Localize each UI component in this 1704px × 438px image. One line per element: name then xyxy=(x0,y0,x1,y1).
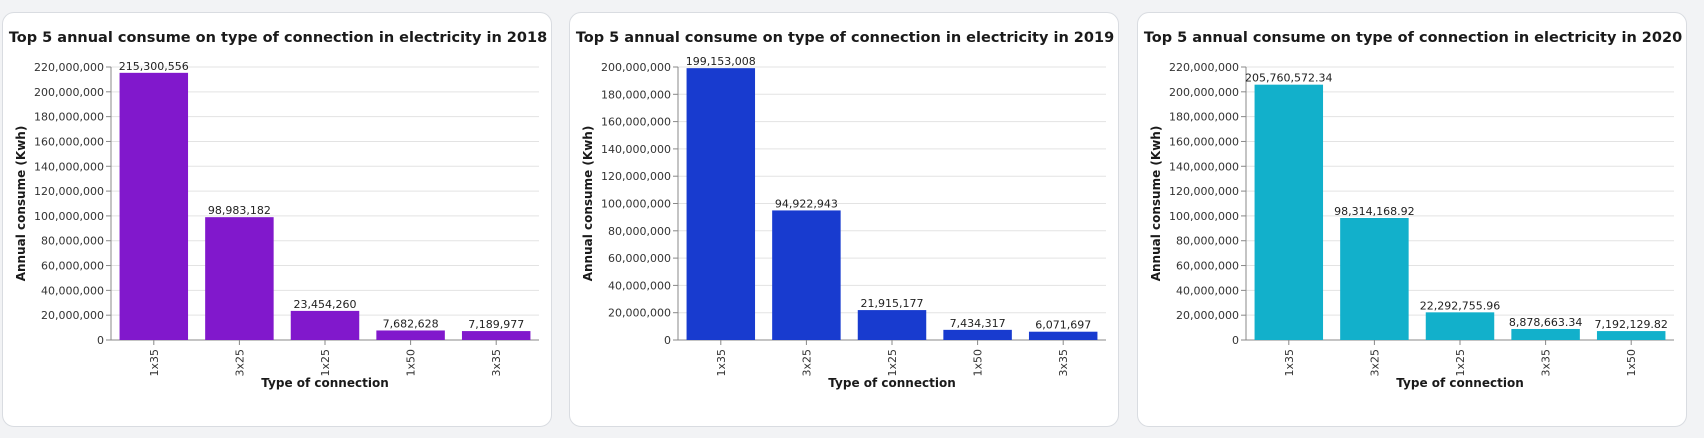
y-tick-label: 220,000,000 xyxy=(1169,61,1239,74)
bar-chart: Top 5 annual consume on type of connecti… xyxy=(9,30,547,390)
x-tick-label: 3x25 xyxy=(1368,349,1381,377)
y-tick-label: 140,000,000 xyxy=(34,160,104,173)
bar-chart: Top 5 annual consume on type of connecti… xyxy=(1144,30,1682,390)
bar xyxy=(205,217,274,340)
y-axis-title: Annual consume (Kwh) xyxy=(581,126,595,282)
data-label: 7,682,628 xyxy=(383,317,439,330)
bar-chart: Top 5 annual consume on type of connecti… xyxy=(576,30,1114,390)
data-label: 6,071,697 xyxy=(1035,319,1091,332)
bar xyxy=(1254,84,1324,341)
y-tick-label: 80,000,000 xyxy=(41,235,104,248)
data-label: 7,192,129.82 xyxy=(1594,318,1667,331)
y-tick-label: 0 xyxy=(97,334,104,347)
y-tick-label: 20,000,000 xyxy=(41,309,104,322)
y-tick-label: 100,000,000 xyxy=(34,210,104,223)
y-tick-label: 100,000,000 xyxy=(1169,210,1239,223)
y-tick-label: 140,000,000 xyxy=(601,143,671,156)
y-tick-label: 180,000,000 xyxy=(34,111,104,124)
chart-card-2018: Top 5 annual consume on type of connecti… xyxy=(2,12,552,427)
y-tick-label: 120,000,000 xyxy=(601,170,671,183)
bar xyxy=(461,331,531,340)
data-label: 7,189,977 xyxy=(468,318,524,331)
x-axis-title: Type of connection xyxy=(828,376,955,390)
y-tick-label: 180,000,000 xyxy=(1169,111,1239,124)
y-tick-label: 40,000,000 xyxy=(41,284,104,297)
y-tick-label: 160,000,000 xyxy=(601,116,671,129)
bar xyxy=(1511,328,1580,340)
x-tick-label: 1x35 xyxy=(715,349,728,377)
y-tick-label: 100,000,000 xyxy=(601,198,671,211)
y-tick-label: 40,000,000 xyxy=(608,279,671,292)
x-tick-label: 3x35 xyxy=(1540,349,1553,377)
y-tick-label: 20,000,000 xyxy=(1176,309,1239,322)
y-axis-title: Annual consume (Kwh) xyxy=(14,126,28,282)
bar xyxy=(857,310,927,340)
bar xyxy=(1028,331,1098,340)
chart-card-2019: Top 5 annual consume on type of connecti… xyxy=(569,12,1119,427)
x-tick-label: 1x35 xyxy=(148,349,161,377)
data-label: 22,292,755.96 xyxy=(1420,299,1500,312)
y-tick-label: 180,000,000 xyxy=(601,88,671,101)
y-tick-label: 0 xyxy=(1232,334,1239,347)
bar xyxy=(943,329,1012,340)
x-tick-label: 1x25 xyxy=(319,349,332,377)
y-tick-label: 80,000,000 xyxy=(608,225,671,238)
y-tick-label: 160,000,000 xyxy=(34,135,104,148)
x-tick-label: 1x35 xyxy=(1283,349,1296,377)
y-tick-label: 0 xyxy=(664,334,671,347)
x-tick-label: 1x50 xyxy=(405,349,418,377)
bar xyxy=(1596,331,1666,340)
data-label: 98,314,168.92 xyxy=(1334,205,1414,218)
data-label: 8,878,663.34 xyxy=(1509,316,1582,329)
x-tick-label: 1x25 xyxy=(886,349,899,377)
chart-title: Top 5 annual consume on type of connecti… xyxy=(576,30,1114,46)
x-axis-title: Type of connection xyxy=(261,376,388,390)
x-tick-label: 1x50 xyxy=(1625,349,1638,377)
x-tick-label: 3x25 xyxy=(233,349,246,377)
y-tick-label: 120,000,000 xyxy=(34,185,104,198)
y-tick-label: 60,000,000 xyxy=(41,260,104,273)
bar xyxy=(686,68,756,341)
bar xyxy=(376,330,445,340)
data-label: 205,760,572.34 xyxy=(1245,72,1332,85)
y-tick-label: 80,000,000 xyxy=(1176,235,1239,248)
y-tick-label: 220,000,000 xyxy=(34,61,104,74)
data-label: 23,454,260 xyxy=(294,298,357,311)
y-tick-label: 120,000,000 xyxy=(1169,185,1239,198)
y-tick-label: 200,000,000 xyxy=(601,61,671,74)
x-tick-label: 1x50 xyxy=(972,349,985,377)
data-label: 199,153,008 xyxy=(686,55,756,68)
y-axis-title: Annual consume (Kwh) xyxy=(1149,126,1163,282)
y-tick-label: 40,000,000 xyxy=(1176,284,1239,297)
data-label: 98,983,182 xyxy=(208,204,271,217)
y-tick-label: 140,000,000 xyxy=(1169,160,1239,173)
y-tick-label: 200,000,000 xyxy=(1169,86,1239,99)
bar xyxy=(119,72,189,341)
y-tick-label: 160,000,000 xyxy=(1169,135,1239,148)
data-label: 94,922,943 xyxy=(775,197,838,210)
x-tick-label: 3x35 xyxy=(1057,349,1070,377)
y-tick-label: 20,000,000 xyxy=(608,307,671,320)
x-tick-label: 1x25 xyxy=(1454,349,1467,377)
x-tick-label: 3x25 xyxy=(800,349,813,377)
x-axis-title: Type of connection xyxy=(1396,376,1523,390)
data-label: 215,300,556 xyxy=(119,60,189,73)
data-label: 21,915,177 xyxy=(861,297,924,310)
chart-card-2020: Top 5 annual consume on type of connecti… xyxy=(1137,12,1687,427)
y-tick-label: 60,000,000 xyxy=(1176,260,1239,273)
chart-title: Top 5 annual consume on type of connecti… xyxy=(1144,30,1682,46)
y-tick-label: 60,000,000 xyxy=(608,252,671,265)
bar xyxy=(290,310,360,340)
data-label: 7,434,317 xyxy=(950,317,1006,330)
bar xyxy=(1340,218,1409,340)
x-tick-label: 3x35 xyxy=(490,349,503,377)
chart-title: Top 5 annual consume on type of connecti… xyxy=(9,30,547,46)
bar xyxy=(772,210,841,340)
bar xyxy=(1425,312,1495,340)
y-tick-label: 200,000,000 xyxy=(34,86,104,99)
